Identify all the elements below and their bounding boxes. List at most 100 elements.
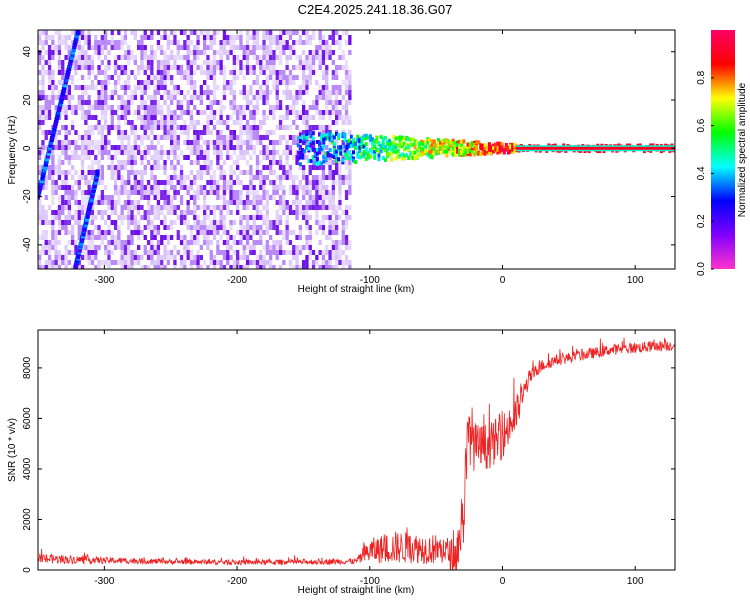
carrier-cell	[405, 145, 409, 150]
heatmap-cell	[328, 205, 332, 210]
heatmap-cell	[110, 105, 114, 110]
heatmap-cell	[249, 185, 253, 190]
carrier-cell	[351, 143, 355, 148]
heatmap-cell	[199, 95, 203, 100]
heatmap-cell	[113, 60, 118, 65]
carrier-cell	[368, 154, 372, 159]
carrier-cell	[398, 144, 402, 149]
heatmap-cell	[97, 265, 101, 269]
heatmap-cell	[170, 185, 174, 190]
heatmap-cell	[150, 230, 154, 235]
heatmap-cell	[38, 90, 42, 95]
heatmap-cell	[302, 30, 306, 35]
heatmap-cell	[74, 180, 78, 185]
heatmap-cell	[328, 160, 332, 165]
carrier-cell	[428, 144, 432, 149]
heatmap-cell	[173, 190, 177, 195]
heatmap-cell	[123, 120, 128, 125]
heatmap-cell	[127, 60, 131, 65]
heatmap-cell	[163, 225, 167, 230]
heatmap-cell	[163, 65, 167, 70]
heatmap-cell	[232, 160, 236, 165]
heatmap-cell	[278, 45, 283, 50]
heatmap-cell	[216, 220, 220, 225]
heatmap-cell	[298, 245, 302, 250]
heatmap-cell	[51, 45, 55, 50]
heatmap-cell	[298, 225, 302, 230]
heatmap-cell	[133, 170, 137, 175]
heatmap-cell	[245, 45, 250, 50]
heatmap-cell	[97, 130, 101, 135]
heatmap-cell	[176, 145, 180, 150]
heatmap-cell	[203, 130, 207, 135]
heatmap-cell	[193, 125, 197, 130]
heatmap-cell	[328, 220, 332, 225]
heatmap-cell	[166, 255, 170, 260]
heatmap-cell	[348, 40, 352, 45]
heatmap-cell	[153, 50, 157, 55]
heatmap-cell	[315, 55, 319, 60]
heatmap-cell	[259, 210, 263, 215]
heatmap-cell	[219, 170, 223, 175]
heatmap-cell	[156, 195, 161, 200]
heatmap-cell	[259, 125, 263, 130]
heatmap-cell	[130, 30, 134, 35]
heatmap-cell	[331, 185, 335, 190]
heatmap-cell	[298, 250, 302, 255]
heatmap-cell	[113, 45, 118, 50]
heatmap-cell	[107, 75, 111, 80]
heatmap-cell	[80, 175, 85, 180]
heatmap-cell	[47, 250, 52, 255]
carrier-cell	[443, 149, 447, 154]
heatmap-cell	[127, 120, 131, 125]
heatmap-cell	[87, 255, 91, 260]
carrier-cell	[432, 149, 436, 154]
heatmap-cell	[189, 150, 194, 155]
heatmap-cell	[38, 115, 42, 120]
heatmap-cell	[143, 265, 147, 269]
heatmap-cell	[146, 110, 151, 115]
heatmap-cell	[193, 160, 197, 165]
heatmap-cell	[117, 65, 121, 70]
heatmap-cell	[216, 120, 220, 125]
heatmap-cell	[219, 40, 223, 45]
heatmap-cell	[219, 120, 223, 125]
heatmap-cell	[54, 235, 58, 240]
heatmap-cell	[308, 50, 312, 55]
heatmap-cell	[338, 35, 342, 40]
heatmap-cell	[259, 70, 263, 75]
carrier-cell	[362, 152, 366, 157]
heatmap-cell	[255, 110, 260, 115]
heatmap-cell	[107, 150, 111, 155]
heatmap-cell	[348, 160, 352, 165]
heatmap-cell	[298, 265, 302, 269]
heatmap-cell	[308, 250, 312, 255]
heatmap-cell	[239, 155, 243, 160]
heatmap-cell	[87, 65, 91, 70]
heatmap-cell	[278, 265, 283, 269]
heatmap-cell	[140, 180, 144, 185]
heatmap-cell	[216, 130, 220, 135]
heatmap-cell	[183, 175, 187, 180]
heatmap-cell	[193, 95, 197, 100]
heatmap-cell	[265, 95, 269, 100]
heatmap-cell	[100, 155, 104, 160]
heatmap-cell	[196, 255, 200, 260]
heatmap-cell	[222, 140, 227, 145]
heatmap-cell	[57, 30, 62, 35]
heatmap-cell	[74, 210, 78, 215]
heatmap-cell	[100, 175, 104, 180]
heatmap-cell	[189, 40, 194, 45]
heatmap-cell	[236, 255, 240, 260]
heatmap-cell	[321, 45, 326, 50]
heatmap-cell	[269, 110, 273, 115]
heatmap-cell	[189, 70, 194, 75]
heatmap-cell	[199, 255, 203, 260]
heatmap-cell	[206, 170, 210, 175]
heatmap-cell	[150, 255, 154, 260]
heatmap-cell	[219, 225, 223, 230]
heatmap-cell	[123, 215, 128, 220]
heatmap-cell	[315, 195, 319, 200]
heatmap-cell	[348, 75, 352, 80]
heatmap-cell	[216, 165, 220, 170]
